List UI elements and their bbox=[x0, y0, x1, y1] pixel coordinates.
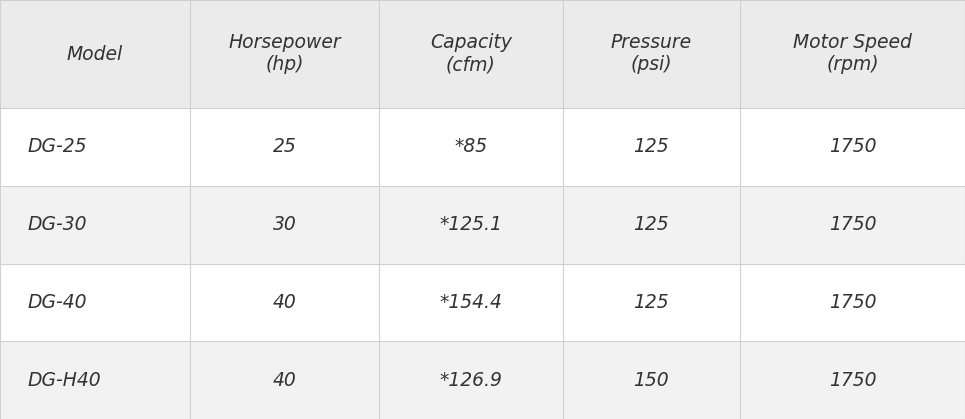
Bar bbox=[0, 108, 965, 186]
Text: DG-25: DG-25 bbox=[28, 137, 88, 156]
Bar bbox=[0, 341, 965, 419]
Text: 1750: 1750 bbox=[829, 371, 876, 390]
Text: *125.1: *125.1 bbox=[439, 215, 503, 234]
Text: Horsepower
(hp): Horsepower (hp) bbox=[229, 34, 341, 75]
Text: Pressure
(psi): Pressure (psi) bbox=[611, 34, 692, 75]
Text: Motor Speed
(rpm): Motor Speed (rpm) bbox=[793, 34, 912, 75]
Text: *126.9: *126.9 bbox=[439, 371, 503, 390]
Text: DG-H40: DG-H40 bbox=[28, 371, 101, 390]
Text: 25: 25 bbox=[273, 137, 296, 156]
Text: 40: 40 bbox=[273, 371, 296, 390]
Text: 30: 30 bbox=[273, 215, 296, 234]
Text: *154.4: *154.4 bbox=[439, 293, 503, 312]
Text: 125: 125 bbox=[634, 137, 669, 156]
Text: DG-40: DG-40 bbox=[28, 293, 88, 312]
Bar bbox=[0, 186, 965, 264]
Bar bbox=[0, 264, 965, 341]
Text: DG-30: DG-30 bbox=[28, 215, 88, 234]
Text: 1750: 1750 bbox=[829, 293, 876, 312]
Text: 150: 150 bbox=[634, 371, 669, 390]
Text: Model: Model bbox=[67, 44, 124, 64]
Text: 40: 40 bbox=[273, 293, 296, 312]
Text: 1750: 1750 bbox=[829, 215, 876, 234]
Text: 125: 125 bbox=[634, 215, 669, 234]
Text: Capacity
(cfm): Capacity (cfm) bbox=[430, 34, 511, 75]
Text: 1750: 1750 bbox=[829, 137, 876, 156]
Text: *85: *85 bbox=[455, 137, 487, 156]
Bar bbox=[0, 0, 965, 108]
Text: 125: 125 bbox=[634, 293, 669, 312]
